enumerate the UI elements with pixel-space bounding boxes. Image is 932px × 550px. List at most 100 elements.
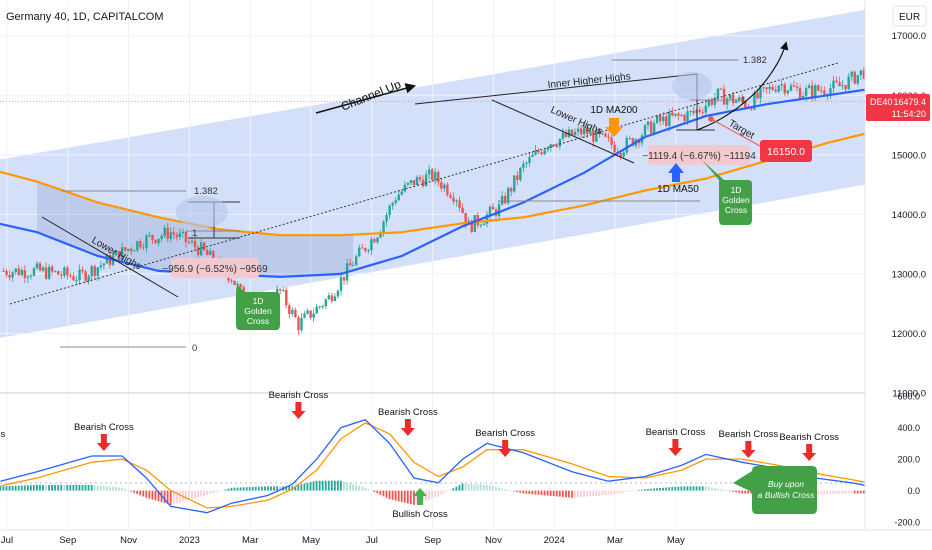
bearish-arrow [741, 441, 756, 458]
candle-body [722, 88, 726, 105]
candle-body [370, 239, 373, 251]
candle-body [127, 248, 130, 251]
svg-text:Cross: Cross [247, 316, 269, 326]
histogram-bar [20, 485, 23, 491]
price-axis-panel[interactable] [865, 0, 932, 530]
candle-body [671, 112, 674, 116]
candle-body [613, 144, 616, 153]
golden-cross-callout-right[interactable]: 1D Golden Cross [702, 160, 752, 225]
macd-tick-label: 200.0 [897, 455, 920, 465]
candle-body [434, 171, 437, 180]
candle-body [78, 269, 81, 281]
histogram-bar [251, 486, 254, 491]
histogram-bar [716, 488, 719, 491]
histogram-bar [516, 490, 519, 493]
target-dot[interactable] [708, 116, 714, 122]
candle-body [373, 239, 376, 243]
currency-button[interactable] [892, 5, 927, 27]
histogram-bar [318, 480, 321, 491]
histogram-bar [446, 490, 449, 492]
candle-body [361, 247, 364, 249]
candle-body [327, 295, 331, 300]
histogram-bar [394, 490, 397, 501]
price-tick-label: 17000.0 [892, 31, 926, 42]
candle-body [449, 195, 452, 198]
macd-cross-label: Bearish Cross [378, 407, 438, 418]
candle-body [543, 149, 546, 155]
histogram-bar [586, 490, 589, 497]
histogram-bar [63, 484, 66, 491]
histogram-bar [124, 489, 126, 491]
candle-body [178, 233, 182, 238]
channel-up-band [0, 0, 932, 338]
histogram-bar [644, 489, 646, 491]
fib-right-1-label: 1 [741, 95, 746, 106]
histogram-bar [300, 484, 303, 491]
histogram-bar [574, 490, 576, 498]
time-axis-panel[interactable] [0, 530, 932, 550]
histogram-bar [820, 490, 823, 495]
histogram-bar [5, 486, 8, 491]
lower-highs-right-line[interactable] [491, 99, 635, 164]
buy-note-callout[interactable]: Buy upon a Bullish Cross [733, 466, 817, 514]
candle-body [199, 242, 203, 256]
candle-body [856, 75, 859, 84]
histogram-bar [622, 490, 625, 493]
candle-body [382, 221, 385, 233]
candle-body [610, 137, 613, 145]
histogram-bar [750, 490, 753, 494]
histogram-bar [330, 480, 333, 491]
histogram-bar [285, 486, 288, 491]
candle-body [63, 267, 66, 276]
histogram-bar [203, 490, 205, 496]
price-tag-value: 16479.4 [893, 97, 926, 107]
histogram-bar [327, 480, 330, 491]
histogram-bar [680, 486, 683, 491]
histogram-bar [555, 490, 558, 497]
candle-body [564, 132, 568, 137]
candle-body [406, 183, 410, 185]
histogram-bar [741, 490, 744, 494]
candle-body [291, 309, 294, 314]
time-tick-label: Mar [242, 535, 258, 546]
time-tick-label: Nov [120, 535, 137, 546]
histogram-bar [306, 482, 309, 491]
svg-text:Buy upon: Buy upon [768, 479, 804, 489]
candle-body [558, 138, 562, 147]
candle-body [379, 232, 382, 238]
histogram-bar [14, 485, 17, 491]
histogram-bar [698, 486, 701, 491]
candle-body [20, 269, 23, 276]
measure-box-right[interactable]: −1119.4 (−6.67%) −11194 [642, 74, 756, 165]
candle-body [719, 88, 723, 90]
histogram-bar [862, 490, 865, 494]
lower-highs-left-line[interactable] [41, 216, 179, 298]
macd-line[interactable] [0, 419, 932, 514]
histogram-bar [458, 485, 461, 491]
ma50-arrow [668, 163, 684, 182]
candle-body [285, 290, 288, 306]
histogram-bar [552, 490, 555, 497]
inner-higher-highs-line[interactable] [414, 73, 698, 105]
candle-body [570, 129, 574, 136]
histogram-bar [2, 486, 5, 491]
histogram-bar [416, 490, 418, 504]
candle-body [233, 280, 236, 285]
candle-body [29, 275, 33, 277]
time-axis-labels: Jul Sep Nov 2023 Mar May Jul Sep Nov 2024 Mar May [1, 535, 685, 546]
histogram-bar [671, 487, 674, 491]
candle-body [555, 145, 559, 147]
histogram-bar [847, 490, 850, 494]
macd-signal-line[interactable] [0, 422, 932, 509]
histogram-bar [850, 490, 853, 494]
candle-body [452, 197, 455, 202]
candle-body [686, 111, 689, 121]
target-price-tag[interactable] [760, 140, 812, 162]
golden-cross-callout-left[interactable]: 1D Golden Cross [236, 284, 280, 330]
projection-arrow[interactable] [696, 41, 789, 131]
symbol-title[interactable]: Germany 40, 1D, CAPITALCOM [6, 11, 164, 23]
live-price-tag[interactable]: DE40 16479.4 11:54:20 [866, 94, 930, 121]
ma200-line[interactable] [0, 104, 932, 237]
histogram-bar [653, 488, 655, 491]
